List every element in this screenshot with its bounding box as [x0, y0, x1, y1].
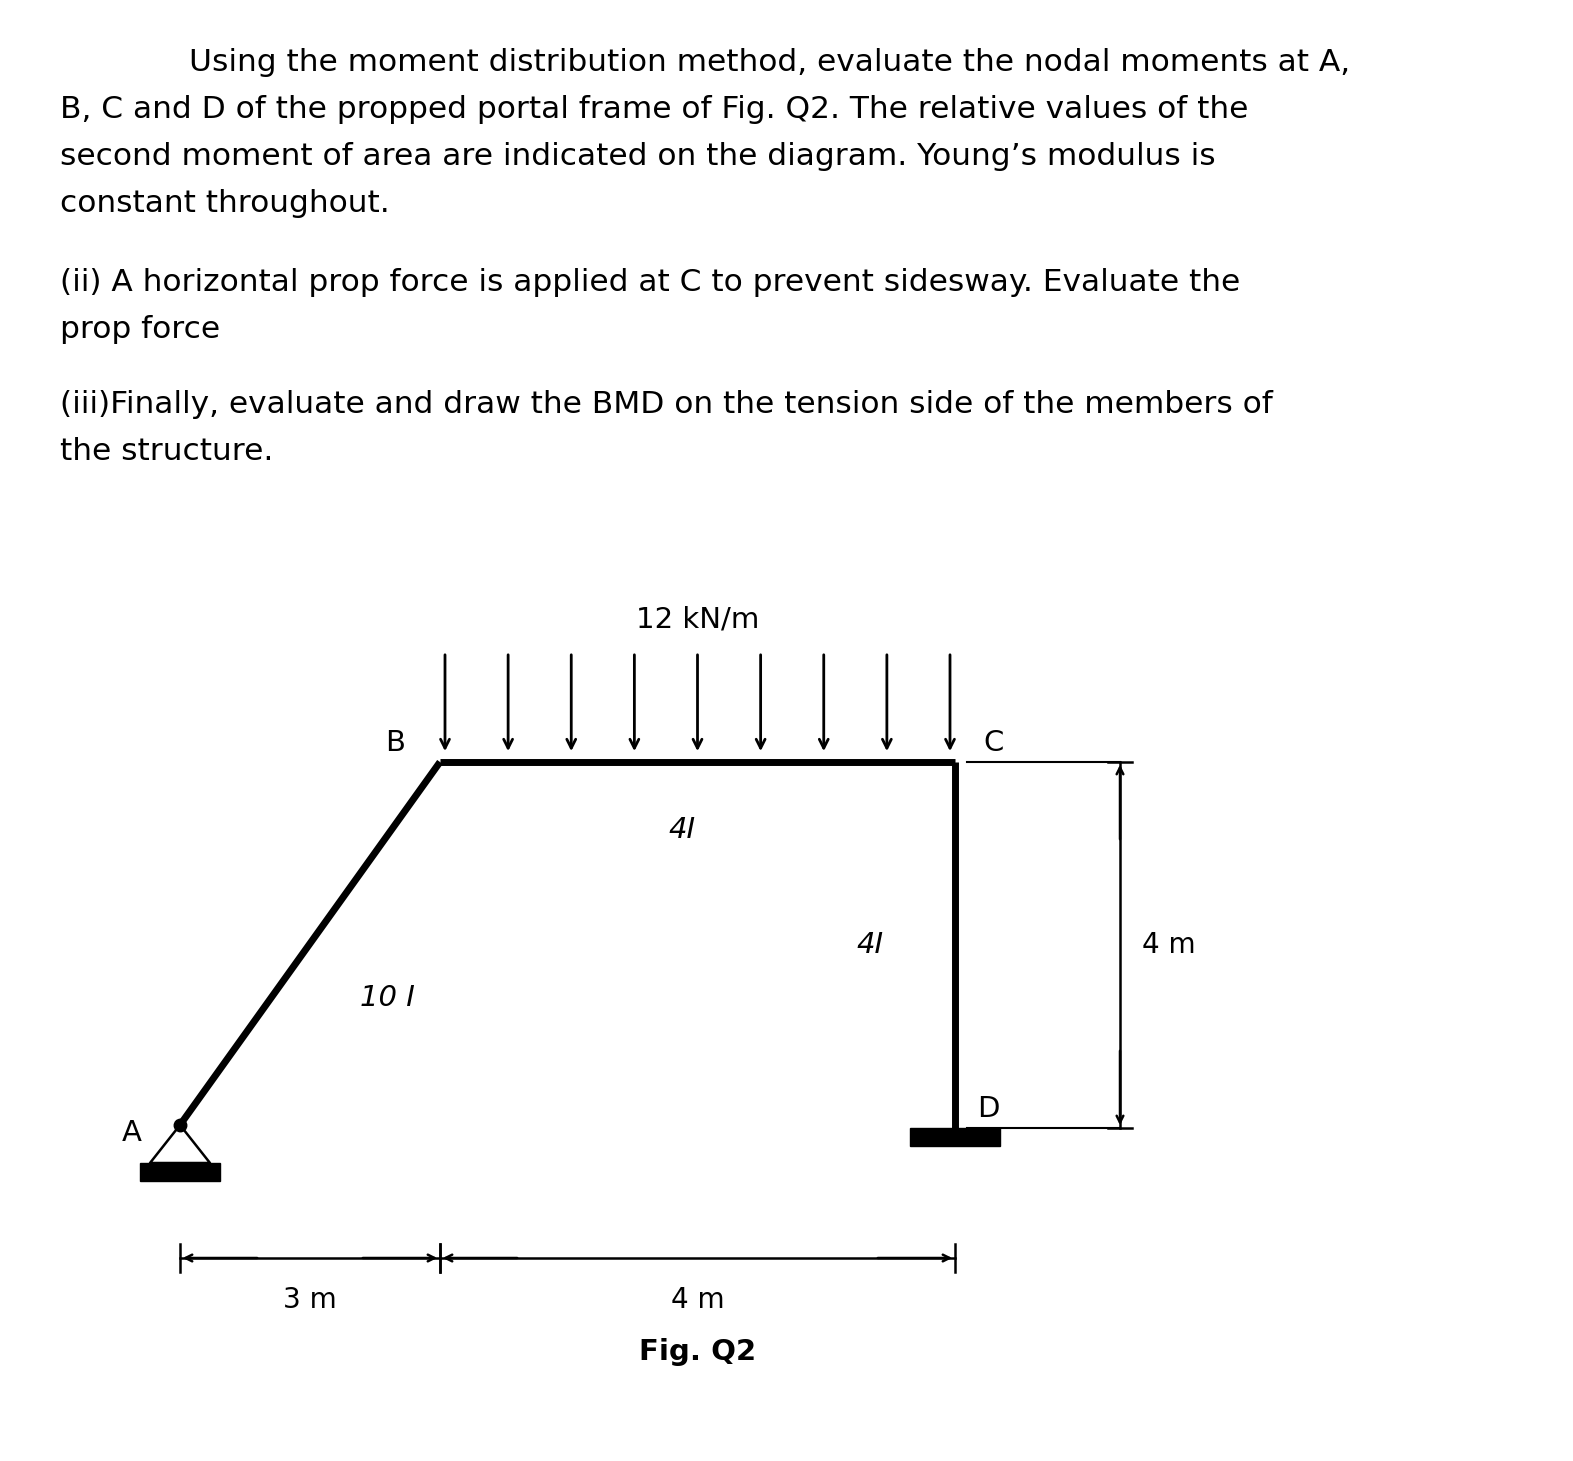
Text: D: D [977, 1094, 999, 1124]
Text: B: B [385, 729, 404, 757]
Text: 4 m: 4 m [1142, 931, 1195, 958]
Text: Using the moment distribution method, evaluate the nodal moments at A,: Using the moment distribution method, ev… [110, 48, 1350, 77]
Text: constant throughout.: constant throughout. [60, 188, 390, 218]
Bar [140, 1163, 220, 1180]
Text: second moment of area are indicated on the diagram. Young’s modulus is: second moment of area are indicated on t… [60, 142, 1216, 171]
Text: C: C [983, 729, 1004, 757]
Text: A: A [123, 1119, 142, 1147]
Text: 4I: 4I [856, 931, 884, 958]
Text: 12 kN/m: 12 kN/m [635, 606, 760, 634]
Text: 3 m: 3 m [283, 1286, 337, 1313]
Text: 10 I: 10 I [360, 985, 415, 1012]
Text: 4I: 4I [669, 817, 697, 844]
Text: 4 m: 4 m [670, 1286, 724, 1313]
Text: (ii) A horizontal prop force is applied at C to prevent sidesway. Evaluate the: (ii) A horizontal prop force is applied … [60, 267, 1240, 297]
Text: (iii)Finally, evaluate and draw the BMD on the tension side of the members of: (iii)Finally, evaluate and draw the BMD … [60, 390, 1273, 419]
Text: B, C and D of the propped portal frame of Fig. Q2. The relative values of the: B, C and D of the propped portal frame o… [60, 95, 1249, 124]
Text: prop force: prop force [60, 316, 220, 343]
Bar [911, 1128, 1000, 1145]
Text: the structure.: the structure. [60, 437, 274, 466]
Text: Fig. Q2: Fig. Q2 [639, 1338, 757, 1366]
